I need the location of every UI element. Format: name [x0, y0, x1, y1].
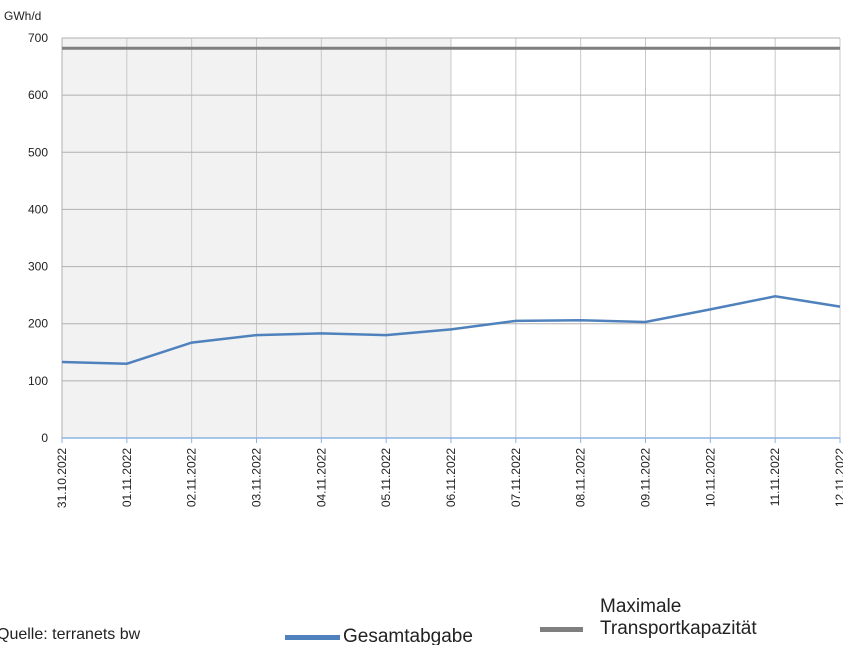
legend-label: Gesamtabgabe	[343, 626, 473, 645]
series-line	[61, 295, 841, 365]
x-tick-label: 31.10.2022	[55, 448, 69, 508]
x-tick-label: 01.11.2022	[120, 448, 134, 507]
x-tick-label: 06.11.2022	[444, 448, 458, 507]
y-tick-label: 200	[28, 317, 48, 331]
y-tick-label: 600	[28, 88, 48, 102]
legend-swatch	[540, 626, 583, 632]
y-axis-label: GWh/d	[4, 9, 41, 23]
x-tick-label: 08.11.2022	[574, 448, 588, 507]
x-tick-label: 03.11.2022	[250, 448, 264, 507]
x-tick-label: 12.11.2022	[833, 448, 843, 507]
legend-item: Gesamtabgabe	[285, 626, 485, 645]
legend-label: Maximale Transportkapazität	[600, 596, 757, 639]
y-tick-label: 700	[28, 31, 48, 45]
x-tick-label: 09.11.2022	[639, 448, 653, 507]
x-tick-label: 10.11.2022	[703, 448, 717, 507]
y-tick-label: 400	[28, 202, 48, 216]
y-tick-label: 500	[28, 145, 48, 159]
y-tick-label: 0	[41, 431, 48, 445]
source: Quelle: terranets bw	[0, 626, 141, 643]
x-tick-label: 11.11.2022	[768, 448, 782, 507]
legend-swatch	[285, 634, 340, 640]
legend-item: Maximale Transportkapazität	[540, 596, 757, 640]
y-tick-label: 100	[28, 374, 48, 388]
y-tick-label: 300	[28, 260, 48, 274]
x-tick-label: 05.11.2022	[379, 448, 393, 507]
x-tick-label: 02.11.2022	[185, 448, 199, 507]
x-tick-label: 07.11.2022	[509, 448, 523, 507]
x-tick-label: 04.11.2022	[314, 448, 328, 507]
